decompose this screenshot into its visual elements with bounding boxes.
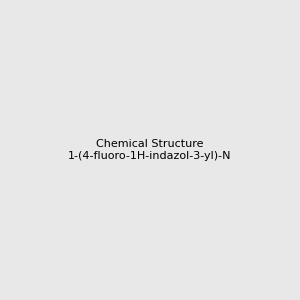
Text: Chemical Structure
1-(4-fluoro-1H-indazol-3-yl)-N: Chemical Structure 1-(4-fluoro-1H-indazo… xyxy=(68,139,232,161)
